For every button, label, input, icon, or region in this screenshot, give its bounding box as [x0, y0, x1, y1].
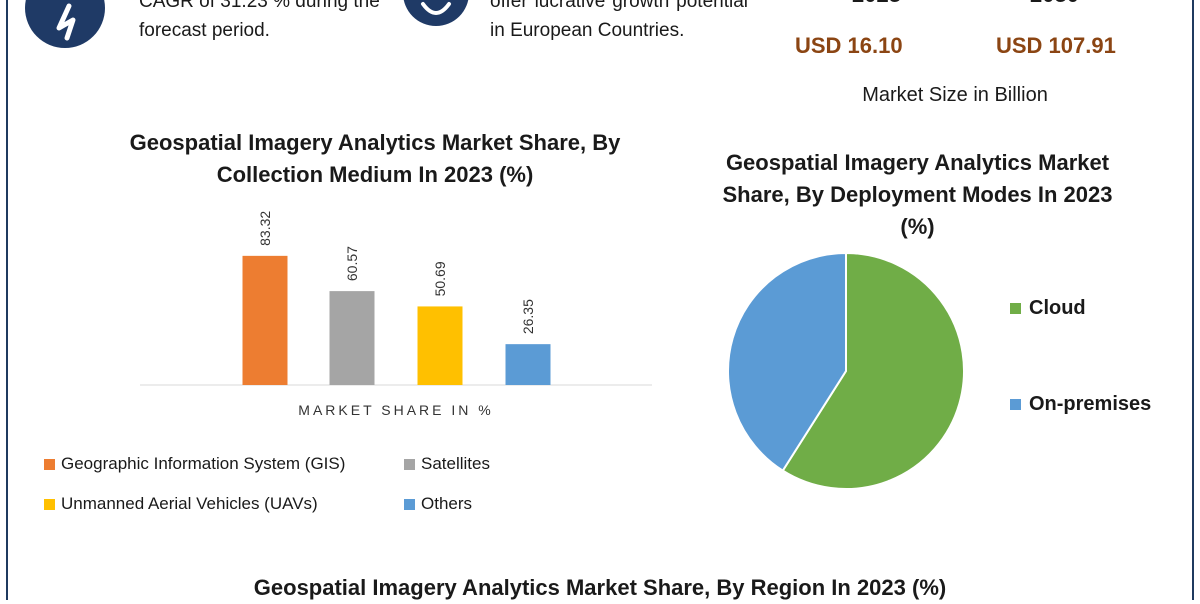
bar-data-label-0: 83.32: [257, 211, 273, 246]
pie-legend-swatch-cloud: [1010, 303, 1021, 314]
pie-slice-cloud: [781, 251, 965, 490]
bar-data-label-2: 50.69: [432, 261, 448, 296]
legend-label-uav: Unmanned Aerial Vehicles (UAVs): [61, 494, 318, 513]
pie-legend-swatch-on-premises: [1010, 399, 1021, 410]
market-value-2030: USD 107.91: [996, 33, 1116, 58]
growth-icon: [403, 0, 469, 26]
pie-slice-on-premises: [727, 251, 847, 473]
bar-chart: 83.32 60.57 50.69 26.35 MARKET SHARE IN %: [140, 211, 652, 418]
frame-left-border: [6, 0, 8, 600]
bar-0: [242, 255, 288, 385]
legend-label-others: Others: [421, 494, 473, 513]
legend-swatch-satellites: [404, 458, 415, 470]
market-value-2023: USD 16.10: [795, 33, 903, 58]
bar-data-label-1: 60.57: [344, 246, 360, 281]
legend-swatch-gis: [44, 458, 55, 470]
pie-legend-label-cloud: Cloud: [1029, 297, 1086, 319]
pie-legend-label-on-premises: On-premises: [1029, 393, 1152, 415]
lightning-icon: [25, 0, 105, 48]
legend-item-uav: Unmanned Aerial Vehicles (UAVs): [44, 494, 318, 514]
bar-1: [329, 291, 375, 385]
legend-item-others: Others: [404, 494, 472, 514]
pie-legend-item-cloud: Cloud: [1010, 297, 1086, 320]
legend-label-gis: Geographic Information System (GIS): [61, 454, 346, 473]
market-year-2023: 2023: [852, 0, 901, 8]
frame-right-border: [1192, 0, 1194, 600]
legend-swatch-others: [404, 498, 415, 510]
legend-label-satellites: Satellites: [421, 454, 490, 473]
bar-data-label-3: 26.35: [520, 299, 536, 334]
market-year-2030: 2030: [1030, 0, 1079, 8]
bar-2: [417, 306, 463, 385]
bar-chart-title: Geospatial Imagery Analytics Market Shar…: [129, 130, 621, 187]
bar-3: [505, 344, 551, 385]
market-size-caption: Market Size in Billion: [862, 84, 1048, 106]
bar-x-axis-label: MARKET SHARE IN %: [298, 402, 493, 418]
europe-growth-text: offer lucrative growth potential in Euro…: [490, 0, 748, 41]
region-chart-title: Geospatial Imagery Analytics Market Shar…: [253, 575, 947, 600]
legend-item-satellites: Satellites: [404, 454, 490, 474]
legend-swatch-uav: [44, 498, 55, 510]
pie-legend-item-on-premises: On-premises: [1010, 393, 1151, 416]
pie-chart-title: Geospatial Imagery Analytics Market Shar…: [722, 150, 1113, 239]
legend-item-gis: Geographic Information System (GIS): [44, 454, 345, 474]
cagr-text: CAGR of 31.23 % during the forecast peri…: [139, 0, 380, 41]
